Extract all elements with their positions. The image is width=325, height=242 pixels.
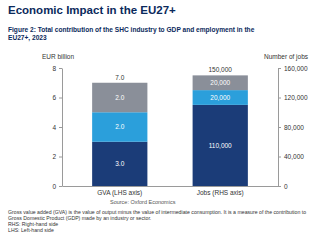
data-label: 110,000: [209, 142, 232, 149]
tick: GVA (LHS axis): [97, 186, 142, 197]
tick-label: 0: [284, 183, 288, 190]
bar-segment: [92, 112, 147, 142]
tick-mark: [59, 68, 62, 69]
subtitle: Figure 2: Total contribution of the SHC …: [8, 26, 258, 42]
footnote: Gross value added (GVA) is the value of …: [8, 209, 308, 221]
tick-mark: [278, 68, 281, 69]
x-axis: GVA (LHS axis) Jobs (RHS axis): [63, 186, 279, 197]
tick-mark: [278, 157, 281, 158]
tick: 160,000: [278, 65, 308, 72]
tick: 2: [52, 153, 62, 160]
tick-label: GVA (LHS axis): [97, 189, 142, 197]
tick-label: 40,000: [284, 153, 304, 160]
data-label: 20,000: [210, 94, 230, 101]
tick-label: 120,000: [284, 94, 308, 101]
tick: 0: [278, 183, 288, 190]
tick-label: 160,000: [284, 65, 308, 72]
data-label: 20,000: [210, 79, 230, 86]
tick-mark: [59, 127, 62, 128]
tick: 4: [52, 124, 62, 131]
x-axis-line: [63, 186, 279, 187]
data-label: 2.0: [115, 123, 124, 130]
tick-mark: [59, 186, 62, 187]
footnote: RHS: Right-hand side: [8, 221, 308, 227]
y-axis: 0 2 4 6 8: [52, 65, 62, 190]
tick-label: 6: [52, 94, 56, 101]
total-label: 7.0: [115, 74, 124, 81]
tick-mark: [59, 157, 62, 158]
tick: 8: [52, 65, 62, 72]
tick-mark: [59, 98, 62, 99]
bar-segment: [92, 142, 147, 186]
bar-segment: [92, 83, 147, 113]
tick-mark: [278, 127, 281, 128]
tick: 80,000: [278, 124, 304, 131]
bar-segment: [193, 75, 248, 90]
tick-label: 0: [52, 183, 56, 190]
y-axis-line: [62, 69, 63, 187]
tick-mark: [278, 98, 281, 99]
footnote: LHS: Left-hand side: [8, 227, 308, 233]
chart: 3.0 2.0 2.0 110,000 20,000 20,000 7.0 150,000 0 2…: [0, 0, 325, 242]
bars: [92, 75, 248, 186]
data-label: 2.0: [115, 94, 124, 101]
y2-axis-title: Number of jobs: [264, 53, 309, 61]
tick: 6: [52, 94, 62, 101]
total-label: 150,000: [208, 66, 232, 73]
bar-segment: [193, 90, 248, 105]
data-label: 3.0: [115, 160, 124, 167]
tick: Jobs (RHS axis): [197, 186, 244, 197]
source: Source: Oxford Economics: [110, 199, 176, 205]
y2-axis: 0 40,000 80,000 120,000 160,000: [278, 65, 308, 190]
title: Economic Impact in the EU27+: [8, 4, 176, 16]
tick-label: 8: [52, 65, 56, 72]
tick: 0: [52, 183, 62, 190]
tick-label: Jobs (RHS axis): [197, 189, 244, 197]
tick: 120,000: [278, 94, 308, 101]
tick-label: 4: [52, 124, 56, 131]
bar-segment: [193, 105, 248, 186]
tick-label: 80,000: [284, 124, 304, 131]
footnotes: Gross value added (GVA) is the value of …: [8, 209, 308, 233]
tick-label: 2: [52, 153, 56, 160]
data-labels: 3.0 2.0 2.0 110,000 20,000 20,000 7.0 150,000: [115, 66, 232, 167]
tick: 40,000: [278, 153, 304, 160]
y-axis-title: EUR billion: [42, 53, 75, 60]
